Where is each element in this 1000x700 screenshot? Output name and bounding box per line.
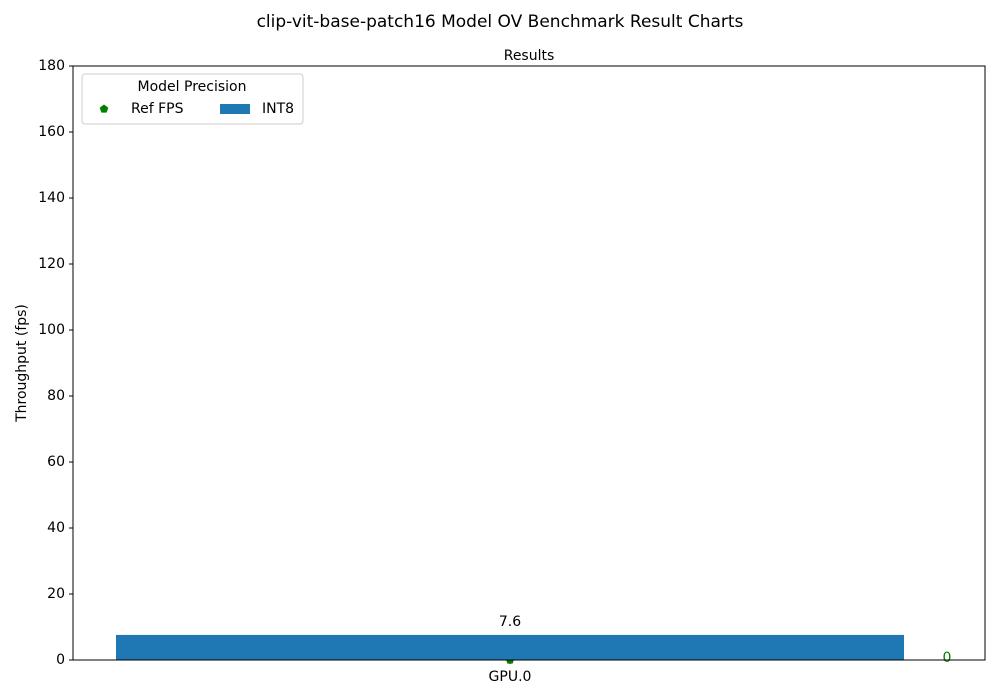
y-tick-label: 180 bbox=[38, 58, 65, 74]
legend-marker bbox=[99, 104, 109, 113]
y-tick-label: 140 bbox=[38, 190, 65, 206]
axes-frame bbox=[72, 65, 986, 661]
legend-title: Model Precision bbox=[138, 79, 247, 95]
y-tick-label: 100 bbox=[38, 322, 65, 338]
y-tick-label: 60 bbox=[47, 454, 65, 470]
chart-title: clip-vit-base-patch16 Model OV Benchmark… bbox=[257, 12, 744, 32]
y-tick-label: 120 bbox=[38, 256, 65, 272]
legend-patch bbox=[220, 104, 250, 114]
bar-value-label: 7.6 bbox=[499, 614, 521, 630]
axes-title: Results bbox=[504, 48, 555, 64]
y-axis-label: Throughput (fps) bbox=[14, 304, 30, 423]
bar bbox=[116, 634, 904, 660]
y-tick-label: 80 bbox=[47, 388, 65, 404]
legend-label: INT8 bbox=[262, 101, 294, 117]
y-tick-label: 40 bbox=[47, 520, 65, 536]
y-tick-label: 160 bbox=[38, 124, 65, 140]
ref-value-label: 0 bbox=[943, 650, 952, 666]
y-tick-label: 20 bbox=[47, 586, 65, 602]
legend-label: Ref FPS bbox=[131, 101, 184, 117]
y-tick-label: 0 bbox=[56, 652, 65, 668]
x-tick-label: GPU.0 bbox=[489, 669, 532, 685]
